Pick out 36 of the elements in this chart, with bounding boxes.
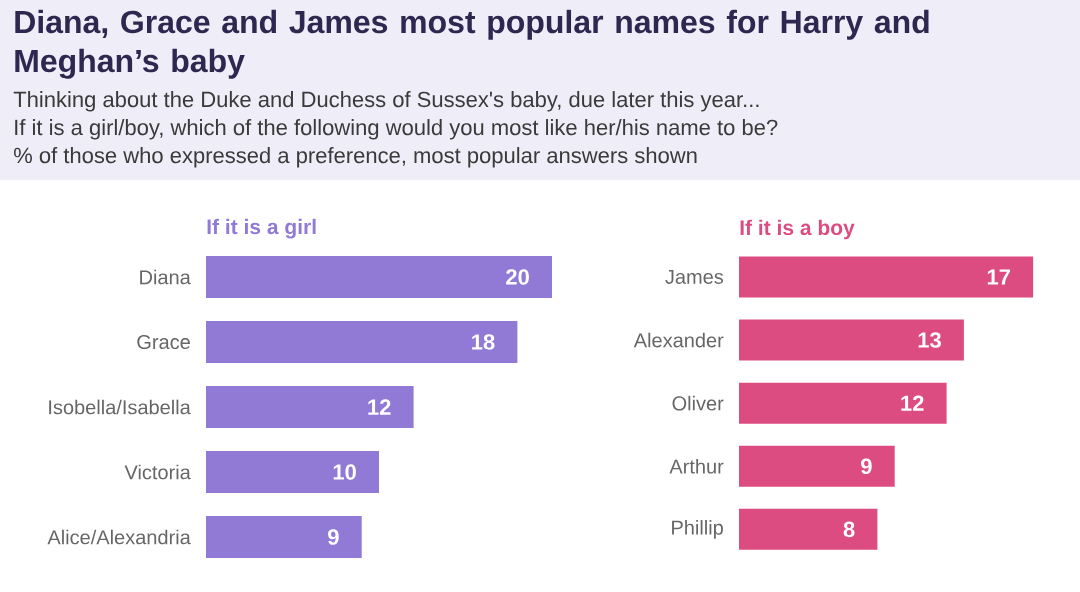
chart-title: If it is a girl (207, 218, 316, 239)
y-tick-label: Alexander (633, 332, 724, 348)
data-label: 10 (333, 464, 356, 480)
y-tick-label: Victoria (124, 464, 191, 480)
y-tick-label: Alice/Alexandria (47, 529, 191, 545)
bar (739, 382, 947, 424)
bar (739, 445, 895, 487)
bar (206, 386, 414, 428)
text: Thinking about the Duke and Duchess of Sussex's baby, due later this year... (13, 91, 759, 112)
bar (206, 451, 379, 493)
bar (206, 256, 552, 298)
y-tick-label: Arthur (669, 458, 724, 474)
text: Diana, Grace and James most popular names for Harry and Meghan’s baby (15, 9, 929, 79)
data-label: 18 (472, 334, 495, 350)
text: % of those who expressed a preference, most popular answers shown (13, 147, 697, 168)
chart-title: If it is a boy (740, 219, 855, 240)
data-label: 13 (918, 332, 941, 348)
text: If it is a girl/boy, which of the following would you most like her/his name to be? (15, 119, 778, 140)
data-label: 8 (843, 521, 855, 538)
data-label: 9 (328, 529, 339, 545)
bar (206, 516, 362, 558)
y-tick-label: Phillip (672, 520, 723, 539)
data-label: 17 (987, 269, 1010, 285)
y-tick-label: Isobella/Isabella (49, 399, 191, 415)
bar (739, 508, 878, 550)
bar (739, 319, 964, 361)
bar (206, 321, 518, 363)
data-label: 9 (861, 458, 872, 475)
y-tick-label: Grace (137, 334, 190, 350)
data-label: 12 (368, 399, 391, 415)
y-tick-label: Diana (140, 269, 191, 285)
data-label: 12 (901, 395, 924, 411)
y-tick-label: Oliver (672, 395, 724, 411)
y-tick-label: James (665, 269, 724, 284)
bar (739, 256, 1034, 298)
data-label: 20 (506, 269, 529, 285)
